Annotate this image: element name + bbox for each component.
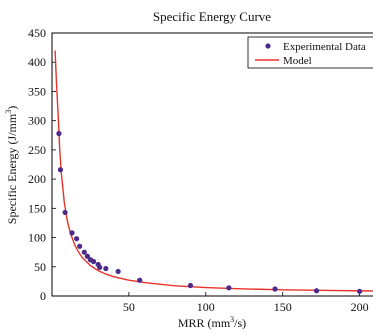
y-tick-label: 300 bbox=[28, 114, 46, 128]
x-axis: 50 100 150 200 bbox=[123, 292, 369, 314]
x-tick-label: 200 bbox=[351, 300, 369, 314]
experimental-point bbox=[357, 288, 363, 294]
experimental-point bbox=[272, 286, 278, 292]
y-axis-label: Specific Energy (J/mm3) bbox=[4, 106, 19, 224]
y-tick-label: 150 bbox=[28, 201, 46, 215]
plot-area bbox=[51, 32, 373, 297]
experimental-point bbox=[56, 130, 62, 137]
y-tick-label: 0 bbox=[40, 289, 46, 303]
experimental-point bbox=[77, 243, 83, 249]
experimental-point bbox=[69, 230, 75, 236]
legend-label-experimental: Experimental Data bbox=[283, 41, 366, 53]
experimental-point bbox=[90, 258, 97, 265]
y-tick-label: 350 bbox=[28, 84, 46, 98]
x-tick-label: 50 bbox=[123, 300, 135, 314]
experimental-point bbox=[84, 253, 90, 259]
legend-box bbox=[247, 36, 373, 69]
experimental-point bbox=[137, 277, 143, 283]
experimental-point bbox=[62, 209, 68, 216]
model-line bbox=[54, 50, 373, 292]
legend-label-model: Model bbox=[283, 55, 312, 67]
experimental-point bbox=[81, 249, 87, 255]
y-tick-label: 400 bbox=[28, 55, 46, 69]
y-tick-label: 50 bbox=[34, 260, 46, 274]
x-axis-label: MRR (mm3/s) bbox=[178, 315, 246, 330]
experimental-point bbox=[115, 268, 121, 275]
experimental-point bbox=[187, 282, 194, 289]
y-tick-label: 250 bbox=[28, 143, 46, 157]
experimental-point bbox=[74, 236, 80, 242]
legend-marker-experimental bbox=[265, 43, 271, 49]
y-tick-label: 450 bbox=[28, 26, 46, 40]
y-tick-label: 200 bbox=[28, 172, 46, 186]
x-tick-label: 150 bbox=[274, 300, 292, 314]
x-tick-label: 100 bbox=[197, 300, 215, 314]
series-layer bbox=[54, 50, 373, 294]
chart-title: Specific Energy Curve bbox=[153, 9, 271, 24]
experimental-point bbox=[313, 288, 320, 294]
experimental-point bbox=[226, 285, 232, 291]
experimental-point bbox=[97, 264, 103, 270]
y-tick-label: 100 bbox=[28, 231, 46, 245]
experimental-point bbox=[57, 167, 64, 173]
legend: Experimental Data Model bbox=[247, 36, 373, 69]
experimental-point bbox=[103, 265, 109, 272]
y-axis: 0 50 100 150 200 250 300 350 400 450 bbox=[28, 26, 56, 303]
